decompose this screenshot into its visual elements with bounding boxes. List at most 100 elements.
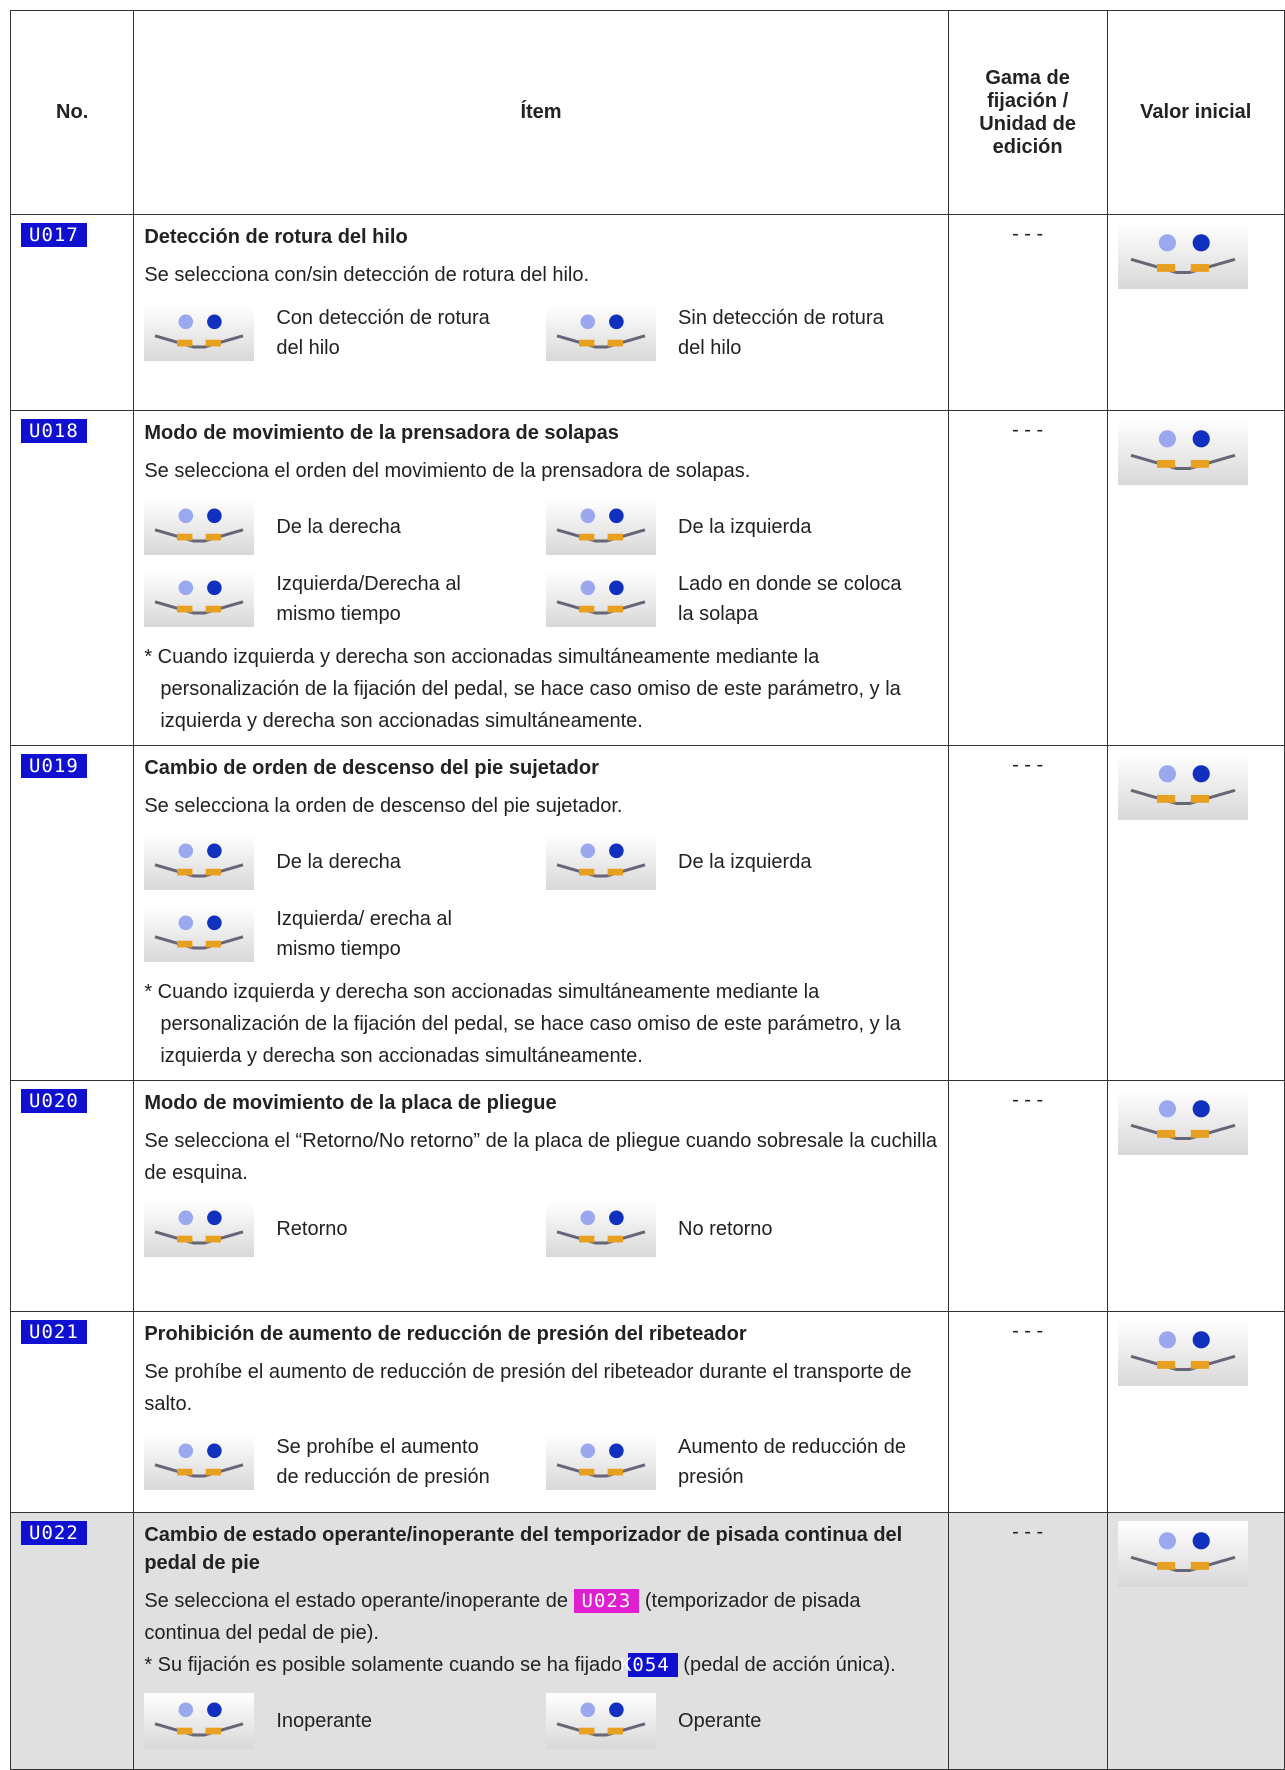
option-label: Se prohíbe el aumento de reducción de pr… [276,1436,490,1488]
option: De la derecha [144,834,536,890]
option-label: No retorno [678,1218,773,1240]
icon [1117,419,1248,485]
range-cell: - - - [947,1311,1108,1513]
item-note: * Su fijación es posible solamente cuand… [144,1649,937,1681]
option: Inoperante [144,1693,536,1749]
no-cell: U019 [9,745,135,1081]
option: Retorno [144,1201,536,1257]
item-title: Modo de movimiento de la prensadora de s… [144,422,619,444]
icon [144,571,255,627]
icon [144,1434,255,1490]
code-badge: U019 [21,754,87,778]
option-label: De la derecha [276,851,401,873]
table-row: U022 Cambio de estado operante/inoperante… [9,1512,1285,1770]
icon [1117,754,1248,820]
item-cell: Modo de movimiento de la placa de pliegu… [133,1080,949,1312]
initial-value-cell [1106,410,1285,746]
text: Se selecciona el estado operante/inopera… [144,1590,574,1612]
option-label: Inoperante [276,1710,372,1732]
table-row: U017 Detección de rotura del hilo Se selec… [9,214,1285,411]
icon [1117,1521,1248,1587]
option: De la izquierda [546,499,938,555]
header-cell: Gama de fijación / Unidad de edición [947,10,1108,215]
text: Se selecciona la orden de descenso del p… [144,795,623,817]
options: Inoperante Operante [144,1693,937,1749]
icon [144,1201,255,1257]
code-badge: K054 [620,1653,678,1677]
option-label: Izquierda/Derecha al mismo tiempo [276,573,461,625]
option: Aumento de reducción de presión [546,1432,938,1492]
option: De la izquierda [546,834,938,890]
item-cell: Detección de rotura del hilo Se seleccion… [133,214,949,411]
icon [546,1693,657,1749]
text: (pedal de acción única). [677,1654,896,1676]
icon [546,834,657,890]
options: De la derecha De la izquierda Izquierda/… [144,499,937,629]
initial-value-cell [1106,1080,1285,1312]
no-cell: U020 [9,1080,135,1312]
header-cell: Valor inicial [1106,10,1285,215]
option-label: Aumento de reducción de presión [678,1436,906,1488]
icon [546,499,657,555]
options: Con detección de rotura del hilo Sin det… [144,303,937,363]
range-cell: - - - [947,745,1108,1081]
option-label: Sin detección de rotura del hilo [678,307,884,359]
item-description: Se prohíbe el aumento de reducción de pr… [144,1356,937,1420]
text: Se prohíbe el aumento de reducción de pr… [144,1361,912,1415]
header-cell: No. [9,10,135,215]
text: * Cuando izquierda y derecha son acciona… [144,646,901,732]
item-cell: Cambio de orden de descenso del pie suje… [133,745,949,1081]
option: Izquierda/ erecha al mismo tiempo [144,904,536,964]
item-cell: Modo de movimiento de la prensadora de s… [133,410,949,746]
item-title: Detección de rotura del hilo [144,226,408,248]
range-cell: - - - [947,410,1108,746]
options: Retorno No retorno [144,1201,937,1257]
table-row: U019 Cambio de orden de descenso del pie … [9,745,1285,1081]
option-label: De la izquierda [678,516,812,538]
option-label: Operante [678,1710,762,1732]
option-label: Lado en donde se coloca la solapa [678,573,902,625]
item-title: Cambio de orden de descenso del pie suje… [144,757,599,779]
initial-value-cell [1106,214,1285,411]
item-description: Se selecciona el estado operante/inopera… [144,1585,937,1649]
option: Lado en donde se coloca la solapa [546,569,938,629]
settings-table: No. Ítem Gama de fijación / Unidad de edic… [9,10,1285,1770]
item-title: Prohibición de aumento de reducción de p… [144,1323,747,1345]
text: (temporizador de pisada continua del ped… [144,1590,861,1644]
item-title: Modo de movimiento de la placa de pliegu… [144,1092,557,1114]
text: * Su fijación es posible solamente cuand… [144,1654,628,1676]
option: Con detección de rotura del hilo [144,303,536,363]
option: No retorno [546,1201,938,1257]
table-row: U021 Prohibición de aumento de reducción … [9,1311,1285,1513]
item-cell: Prohibición de aumento de reducción de p… [133,1311,949,1513]
icon [546,305,657,361]
code-badge: U021 [21,1320,87,1344]
item-description: Se selecciona la orden de descenso del p… [144,790,937,822]
initial-value-cell [1106,1311,1285,1513]
initial-value-cell [1106,1512,1285,1770]
item-note: * Cuando izquierda y derecha son acciona… [144,976,937,1072]
option: Se prohíbe el aumento de reducción de pr… [144,1432,536,1492]
item-cell: Cambio de estado operante/inoperante del… [133,1512,949,1770]
text: * Cuando izquierda y derecha son acciona… [144,981,901,1067]
no-cell: U018 [9,410,135,746]
icon [1117,223,1248,289]
no-cell: U017 [9,214,135,411]
icon [546,571,657,627]
option-label: Retorno [276,1218,348,1240]
header-cell: Ítem [133,10,949,215]
options: Se prohíbe el aumento de reducción de pr… [144,1432,937,1492]
icon [546,1434,657,1490]
text: Se selecciona el orden del movimiento de… [144,460,751,482]
range-cell: - - - [947,1080,1108,1312]
icon [1117,1320,1248,1386]
icon [1117,1089,1248,1155]
text: Se selecciona el “Retorno/No retorno” de… [144,1130,938,1184]
option: Sin detección de rotura del hilo [546,303,938,363]
item-description: Se selecciona el “Retorno/No retorno” de… [144,1125,937,1189]
code-badge: U020 [21,1089,87,1113]
icon [144,499,255,555]
option-label: Izquierda/ erecha al mismo tiempo [276,908,452,960]
option: Operante [546,1693,938,1749]
